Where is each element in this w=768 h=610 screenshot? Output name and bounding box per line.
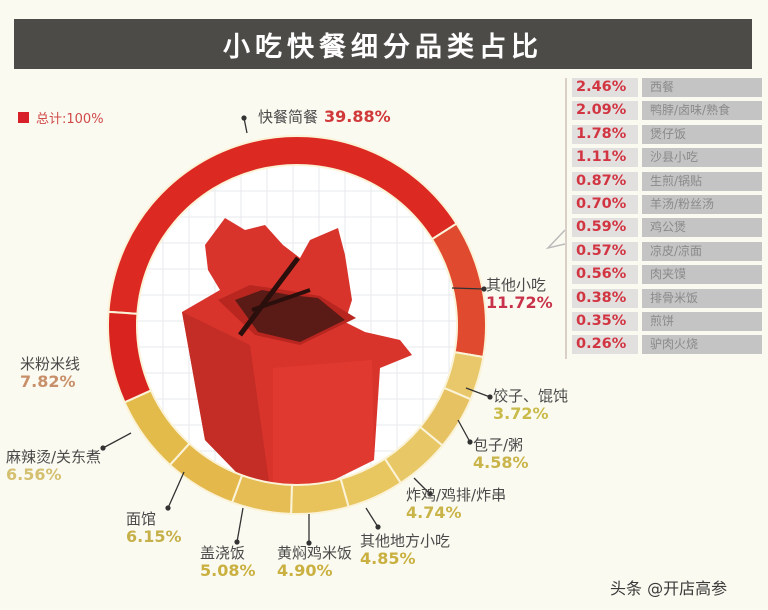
- segment-name: 包子/粥: [473, 436, 524, 454]
- segment-label: 快餐简餐 39.88%: [258, 107, 391, 126]
- row-percent: 0.57%: [572, 241, 638, 261]
- segment-percent: 4.74%: [406, 503, 462, 523]
- segment-percent: 4.85%: [360, 549, 416, 569]
- row-name: 煎饼: [642, 311, 762, 331]
- row-percent: 0.26%: [572, 335, 638, 355]
- row-name: 鸡公煲: [642, 218, 762, 238]
- segment-percent: 5.08%: [200, 561, 256, 581]
- table-row: 0.56% 肉夹馍: [572, 265, 762, 285]
- watermark: 头条 @开店高参: [610, 579, 728, 598]
- row-percent: 0.59%: [572, 218, 638, 238]
- row-percent: 1.78%: [572, 124, 638, 144]
- segment-label: 盖浇饭 5.08%: [200, 544, 256, 581]
- segment-label: 米粉米线 7.82%: [20, 355, 80, 392]
- row-name: 凉皮/凉面: [642, 241, 762, 261]
- segment-name: 麻辣烫/关东煮: [6, 448, 102, 466]
- donut-segment: [290, 477, 350, 515]
- leader-dot: [100, 445, 106, 451]
- table-row: 0.57% 凉皮/凉面: [572, 241, 762, 261]
- table-row: 0.38% 排骨米饭: [572, 288, 762, 308]
- leader-line: [167, 471, 185, 509]
- segment-name: 快餐简餐: [258, 108, 319, 126]
- row-name: 西餐: [642, 78, 762, 97]
- leader-line: [102, 432, 132, 449]
- row-name: 肉夹馍: [642, 265, 762, 285]
- row-percent: 2.09%: [572, 101, 638, 121]
- segment-label: 包子/粥 4.58%: [473, 436, 529, 473]
- leader-dot: [234, 539, 240, 545]
- row-name: 煲仔饭: [642, 124, 762, 144]
- segment-label: 饺子、馄饨 3.72%: [493, 387, 568, 424]
- row-name: 排骨米饭: [642, 288, 762, 308]
- segment-label: 麻辣烫/关东煮 6.56%: [6, 448, 101, 485]
- segment-label: 其他地方小吃 4.85%: [360, 532, 450, 569]
- callout-bracket: [545, 229, 566, 250]
- table-row: 0.70% 羊汤/粉丝汤: [572, 194, 762, 214]
- row-percent: 0.56%: [572, 265, 638, 285]
- segment-name: 饺子、馄饨: [493, 387, 569, 405]
- segment-percent: 4.58%: [473, 453, 529, 473]
- segment-name: 其他小吃: [486, 276, 547, 294]
- leader-dot: [241, 115, 247, 121]
- row-name: 鸭脖/卤味/熟食: [642, 101, 762, 121]
- table-row: 2.46% 西餐: [572, 78, 762, 97]
- legend-swatch: [18, 112, 29, 123]
- row-percent: 0.35%: [572, 311, 638, 331]
- segment-name: 面馆: [126, 510, 157, 528]
- leader-dot: [165, 505, 171, 511]
- segment-percent: 3.72%: [493, 404, 549, 424]
- row-percent: 0.70%: [572, 194, 638, 214]
- legend-label: 总计:100%: [36, 112, 104, 127]
- segment-label: 炸鸡/鸡排/炸串 4.74%: [406, 486, 506, 523]
- leader-line: [365, 507, 379, 528]
- segment-percent: 7.82%: [20, 372, 76, 392]
- table-row: 1.78% 煲仔饭: [572, 124, 762, 144]
- segment-name: 黄焖鸡米饭: [277, 544, 353, 562]
- row-percent: 1.11%: [572, 148, 638, 168]
- leader-dot: [467, 439, 473, 445]
- leader-dot: [306, 540, 312, 546]
- segment-percent: 4.90%: [277, 561, 333, 581]
- table-row: 0.35% 煎饼: [572, 311, 762, 331]
- row-name: 驴肉火烧: [642, 335, 762, 355]
- table-row: 0.87% 生煎/锅贴: [572, 171, 762, 191]
- segment-name: 炸鸡/鸡排/炸串: [406, 486, 507, 504]
- segment-percent: 6.56%: [6, 465, 62, 485]
- segment-percent: 11.72%: [486, 293, 553, 313]
- legend: 总计:100%: [18, 108, 104, 127]
- title-bar: 小吃快餐细分品类占比: [14, 19, 752, 69]
- row-percent: 2.46%: [572, 78, 638, 97]
- other-snacks-breakdown-table: 2.46% 西餐 2.09% 鸭脖/卤味/熟食 1.78% 煲仔饭 1.11% 沙县小吃 0.8…: [565, 78, 762, 359]
- donut-segment: [107, 310, 153, 404]
- leader-dot: [375, 524, 381, 530]
- leader-dot: [481, 286, 487, 292]
- row-percent: 0.38%: [572, 288, 638, 308]
- segment-label: 其他小吃 11.72%: [486, 276, 553, 313]
- segment-percent: 6.15%: [126, 527, 182, 547]
- row-name: 羊汤/粉丝汤: [642, 194, 762, 214]
- table-row: 2.09% 鸭脖/卤味/熟食: [572, 101, 762, 121]
- row-name: 沙县小吃: [642, 148, 762, 168]
- table-row: 1.11% 沙县小吃: [572, 148, 762, 168]
- leader-line: [236, 507, 244, 543]
- leader-line: [413, 477, 431, 495]
- segment-name: 米粉米线: [20, 355, 81, 373]
- table-row: 0.59% 鸡公煲: [572, 218, 762, 238]
- row-name: 生煎/锅贴: [642, 171, 762, 191]
- segment-name: 盖浇饭: [200, 544, 246, 562]
- table-row: 0.26% 驴肉火烧: [572, 335, 762, 355]
- takeout-box-icon: [182, 218, 412, 510]
- leader-dot: [487, 394, 493, 400]
- segment-percent: 39.88%: [324, 107, 391, 126]
- row-percent: 0.87%: [572, 171, 638, 191]
- leader-line: [451, 287, 485, 290]
- segment-label: 黄焖鸡米饭 4.90%: [277, 544, 352, 581]
- leader-dot: [427, 491, 433, 497]
- leader-line: [465, 387, 491, 398]
- segment-name: 其他地方小吃: [360, 532, 451, 550]
- segment-label: 面馆 6.15%: [126, 510, 182, 547]
- chart-title: 小吃快餐细分品类占比: [223, 31, 543, 63]
- leader-line: [457, 419, 471, 443]
